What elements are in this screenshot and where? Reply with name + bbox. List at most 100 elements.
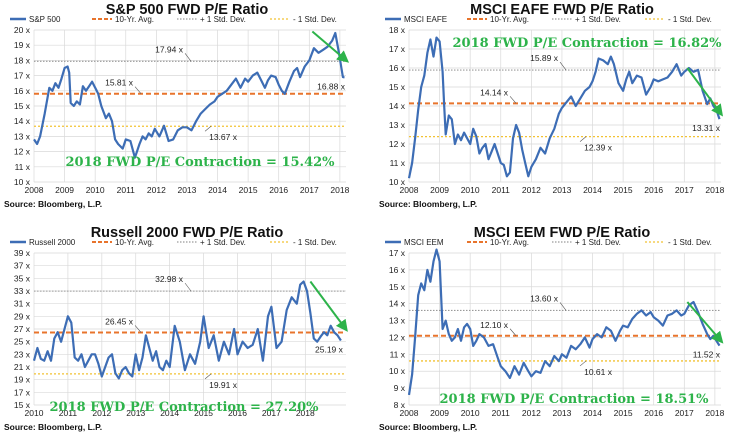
x-tick-label: 2013 <box>177 185 196 195</box>
x-tick-label: 2018 <box>705 408 724 418</box>
minus-std-dev-label: 12.39 x <box>584 143 613 153</box>
y-tick-label: 23 x <box>14 349 31 359</box>
legend-series-label: Russell 2000 <box>29 238 76 247</box>
x-tick-label: 2014 <box>160 408 179 418</box>
x-tick-label: 2010 <box>86 185 105 195</box>
trend-arrow <box>686 67 724 117</box>
y-tick-label: 11 x <box>15 162 31 172</box>
russell-2000-chart: Russell 2000 FWD P/E Ratio Russell 2000 10… <box>4 225 348 432</box>
legend-series-label: MSCI EAFE <box>404 15 447 24</box>
msci-eafe-chart: MSCI EAFE FWD P/E Ratio MSCI EAFE 10-Yr. A… <box>379 2 725 209</box>
y-tick-label: 37 x <box>14 261 31 271</box>
sp500-series-line <box>33 31 345 159</box>
y-tick-label: 35 x <box>14 273 31 283</box>
last-value-label: 11.52 x <box>693 350 721 360</box>
x-tick-label: 2018 <box>296 408 315 418</box>
avg-label-leader <box>134 325 142 333</box>
msci-eem-series-line <box>407 248 721 396</box>
legend-minus-label: - 1 Std. Dev. <box>668 15 712 24</box>
plus-std-dev-label: 17.94 x <box>155 44 184 54</box>
y-tick-label: 13 x <box>14 131 31 141</box>
avg-label: 15.81 x <box>105 78 134 88</box>
y-tick-label: 10 x <box>389 366 406 376</box>
avg-label: 26.45 x <box>105 316 134 326</box>
y-tick-label: 19 x <box>14 40 31 50</box>
x-tick-label: 2017 <box>262 408 281 418</box>
x-tick-label: 2009 <box>430 185 449 195</box>
russell-2000-title: Russell 2000 FWD P/E Ratio <box>91 225 284 241</box>
source-label: Source: Bloomberg, L.P. <box>379 199 477 209</box>
y-tick-label: 16 x <box>389 265 406 275</box>
msci-eem-title: MSCI EEM FWD P/E Ratio <box>474 225 651 241</box>
y-tick-label: 17 x <box>14 71 31 81</box>
y-tick-label: 33 x <box>14 286 31 296</box>
legend-plus-label: + 1 Std. Dev. <box>200 238 246 247</box>
contraction-label: 2018 FWD P/E Contraction = 16.82% <box>452 36 722 51</box>
x-tick-label: 2011 <box>492 185 511 195</box>
trend-arrow <box>311 30 350 63</box>
x-tick-label: 2012 <box>522 185 541 195</box>
x-tick-label: 2009 <box>55 185 74 195</box>
minus-std-dev-label: 19.91 x <box>209 380 238 390</box>
minus-label-leader <box>204 373 212 380</box>
y-tick-label: 14 x <box>389 101 406 111</box>
x-tick-label: 2011 <box>59 408 78 418</box>
legend-avg-label: 10-Yr. Avg. <box>490 238 529 247</box>
trend-arrow <box>309 280 348 332</box>
x-tick-label: 2014 <box>583 185 602 195</box>
minus-label-leader <box>204 125 212 132</box>
legend-plus-label: + 1 Std. Dev. <box>575 15 621 24</box>
msci-eafe-series-line <box>407 36 721 179</box>
x-tick-label: 2015 <box>614 408 633 418</box>
last-value-label: 13.31 x <box>692 123 721 133</box>
x-tick-label: 2012 <box>522 408 541 418</box>
y-tick-label: 16 x <box>389 63 406 73</box>
minus-label-leader <box>579 360 587 367</box>
avg-label: 12.10 x <box>480 320 509 330</box>
avg-label-leader <box>509 328 517 336</box>
legend-series-label: S&P 500 <box>29 15 61 24</box>
msci-eem-chart: MSCI EEM FWD P/E Ratio MSCI EEM 10-Yr. Avg… <box>379 225 725 432</box>
x-tick-label: 2011 <box>117 185 136 195</box>
y-tick-label: 14 x <box>389 299 406 309</box>
plus-std-dev-label: 15.89 x <box>530 53 559 63</box>
last-value-label: 16.88 x <box>317 81 346 91</box>
y-tick-label: 39 x <box>14 248 31 258</box>
msci-eafe-title: MSCI EAFE FWD P/E Ratio <box>470 2 654 18</box>
y-tick-label: 15 x <box>389 82 406 92</box>
x-tick-label: 2016 <box>644 408 663 418</box>
avg-label-leader <box>134 86 142 94</box>
x-tick-label: 2017 <box>675 185 694 195</box>
y-tick-label: 15 x <box>14 101 31 111</box>
source-label: Source: Bloomberg, L.P. <box>4 199 102 209</box>
y-tick-label: 18 x <box>14 55 31 65</box>
avg-label: 14.14 x <box>480 87 509 97</box>
x-tick-label: 2010 <box>461 185 480 195</box>
y-tick-label: 18 x <box>389 25 406 35</box>
sp500-chart: S&P 500 FWD P/E Ratio S&P 500 10-Yr. Avg. +… <box>4 2 350 209</box>
x-tick-label: 2015 <box>239 185 258 195</box>
trend-arrow <box>686 301 724 344</box>
x-tick-label: 2011 <box>492 408 511 418</box>
y-tick-label: 17 x <box>389 44 406 54</box>
x-tick-label: 2012 <box>147 185 166 195</box>
y-tick-label: 25 x <box>14 337 31 347</box>
x-tick-label: 2013 <box>552 408 571 418</box>
y-tick-label: 17 x <box>389 248 406 258</box>
x-tick-label: 2017 <box>300 185 319 195</box>
y-tick-label: 15 x <box>14 400 31 410</box>
x-tick-label: 2018 <box>705 185 724 195</box>
y-tick-label: 12 x <box>389 139 406 149</box>
minus-std-dev-label: 10.61 x <box>584 367 613 377</box>
y-tick-label: 8 x <box>394 400 406 410</box>
y-tick-label: 21 x <box>14 362 31 372</box>
plus-label-leader <box>559 61 567 71</box>
y-tick-label: 14 x <box>14 116 31 126</box>
x-tick-label: 2018 <box>330 185 349 195</box>
y-tick-label: 20 x <box>14 25 31 35</box>
plus-label-leader <box>184 282 192 292</box>
source-label: Source: Bloomberg, L.P. <box>379 422 477 432</box>
last-value-label: 25.19 x <box>315 344 344 354</box>
y-tick-label: 15 x <box>389 282 406 292</box>
contraction-label: 2018 FWD P/E Contraction = 27.20% <box>49 400 319 415</box>
